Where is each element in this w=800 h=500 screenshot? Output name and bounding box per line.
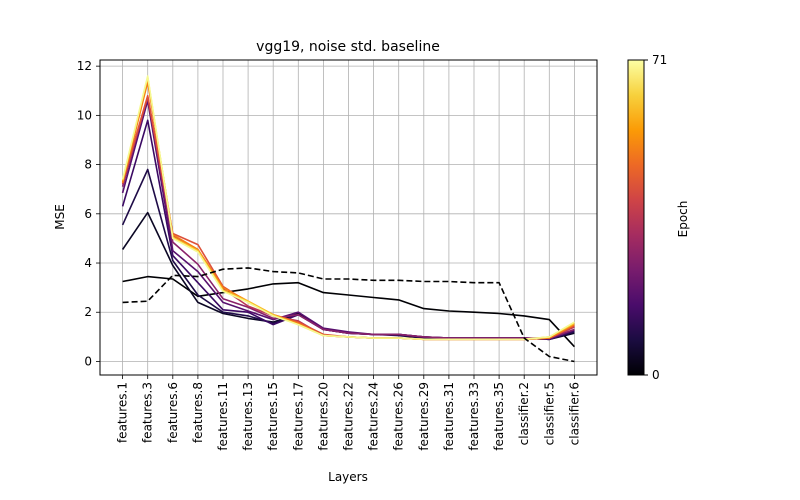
colorbar-min-label: 0 (652, 368, 660, 382)
chart-title: vgg19, noise std. baseline (256, 39, 440, 55)
y-tick-label: 12 (77, 59, 92, 73)
x-tick-label: classifier.5 (542, 382, 556, 445)
x-tick-label: features.11 (216, 382, 230, 451)
x-tick-label: features.33 (467, 382, 481, 451)
x-tick-label: features.29 (417, 382, 431, 451)
x-tick-label: features.20 (316, 382, 330, 451)
grid-lines (100, 60, 597, 375)
x-tick-label: features.15 (266, 382, 280, 451)
y-axis-label: MSE (53, 204, 67, 230)
x-tick-label: features.17 (291, 382, 305, 451)
x-tick-label: features.26 (392, 382, 406, 451)
y-tick-label: 8 (84, 158, 92, 172)
x-tick-label: features.1 (116, 382, 130, 443)
y-tick-label: 10 (77, 108, 92, 122)
x-tick-label: features.8 (191, 382, 205, 443)
y-tick-label: 4 (84, 256, 92, 270)
x-tick-label: features.24 (367, 382, 381, 451)
series-line-10 (121, 75, 575, 341)
colorbar-label: Epoch (676, 201, 690, 238)
x-tick-label: features.31 (442, 382, 456, 451)
x-tick-label: features.22 (342, 382, 356, 451)
plot-series (121, 75, 575, 363)
x-tick-label: features.13 (241, 382, 255, 451)
y-axis-ticks: 0 2 4 6 8 10 12 (77, 59, 100, 368)
y-tick-label: 6 (84, 207, 92, 221)
colorbar (627, 59, 645, 376)
colorbar-max-label: 71 (652, 53, 667, 67)
y-tick-label: 2 (84, 305, 92, 319)
series-line-5 (121, 96, 575, 339)
series-line-11 (122, 267, 575, 363)
x-axis-ticks: features.1 features.3 features.6 features.8… (116, 375, 581, 451)
x-tick-label: features.3 (141, 382, 155, 443)
x-tick-label: features.6 (166, 382, 180, 443)
x-tick-label: classifier.2 (517, 382, 531, 445)
x-axis-label: Layers (328, 470, 368, 484)
x-tick-label: classifier.6 (567, 382, 581, 445)
x-tick-label: features.35 (492, 382, 506, 451)
y-tick-label: 0 (84, 354, 92, 368)
series-line-0 (122, 275, 575, 348)
